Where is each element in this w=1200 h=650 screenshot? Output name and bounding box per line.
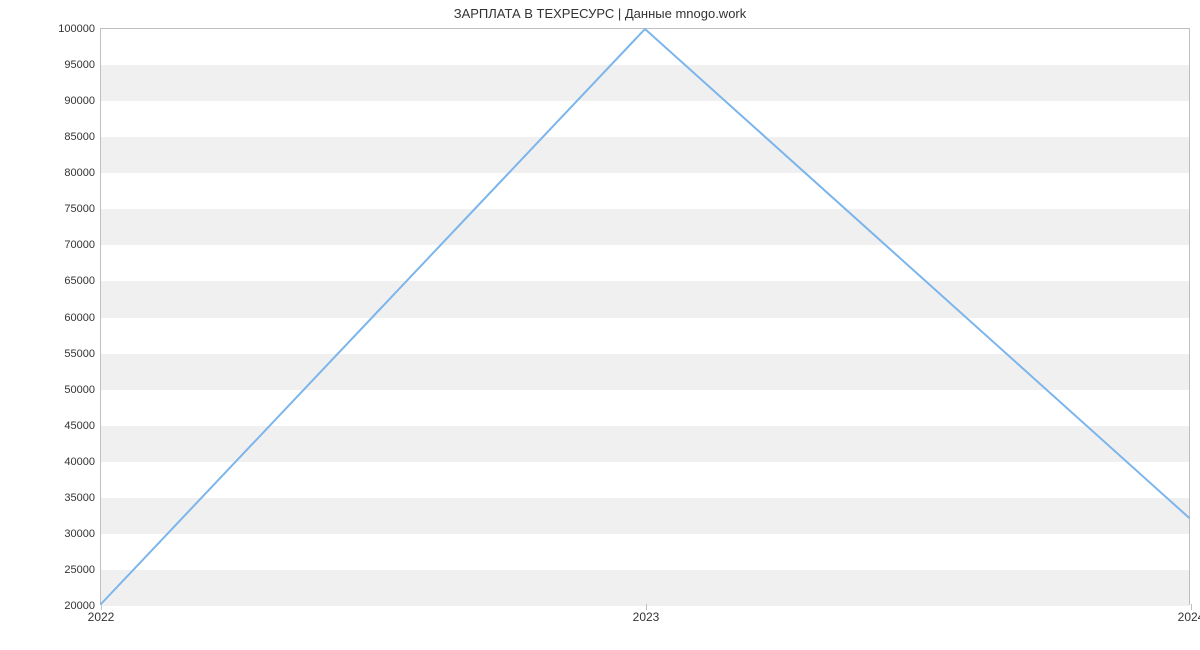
y-tick-label: 100000 xyxy=(58,23,101,35)
y-tick-label: 30000 xyxy=(64,528,101,540)
y-tick-label: 70000 xyxy=(64,239,101,251)
y-tick-label: 35000 xyxy=(64,492,101,504)
chart-title: ЗАРПЛАТА В ТЕХРЕСУРС | Данные mnogo.work xyxy=(0,6,1200,21)
y-tick-label: 55000 xyxy=(64,348,101,360)
y-tick-label: 45000 xyxy=(64,420,101,432)
y-tick-label: 90000 xyxy=(64,95,101,107)
y-tick-label: 75000 xyxy=(64,203,101,215)
x-tick-label: 2024 xyxy=(1178,604,1200,624)
y-tick-label: 85000 xyxy=(64,131,101,143)
y-tick-label: 95000 xyxy=(64,59,101,71)
y-tick-label: 65000 xyxy=(64,275,101,287)
series-line xyxy=(101,29,1189,604)
series-layer xyxy=(101,29,1189,604)
y-tick-label: 60000 xyxy=(64,312,101,324)
salary-chart: ЗАРПЛАТА В ТЕХРЕСУРС | Данные mnogo.work… xyxy=(0,0,1200,650)
y-tick-label: 50000 xyxy=(64,384,101,396)
x-tick-label: 2022 xyxy=(88,604,115,624)
y-tick-label: 40000 xyxy=(64,456,101,468)
y-tick-label: 80000 xyxy=(64,167,101,179)
plot-area: 2000025000300003500040000450005000055000… xyxy=(100,28,1190,605)
y-tick-label: 25000 xyxy=(64,564,101,576)
x-tick-label: 2023 xyxy=(633,604,660,624)
